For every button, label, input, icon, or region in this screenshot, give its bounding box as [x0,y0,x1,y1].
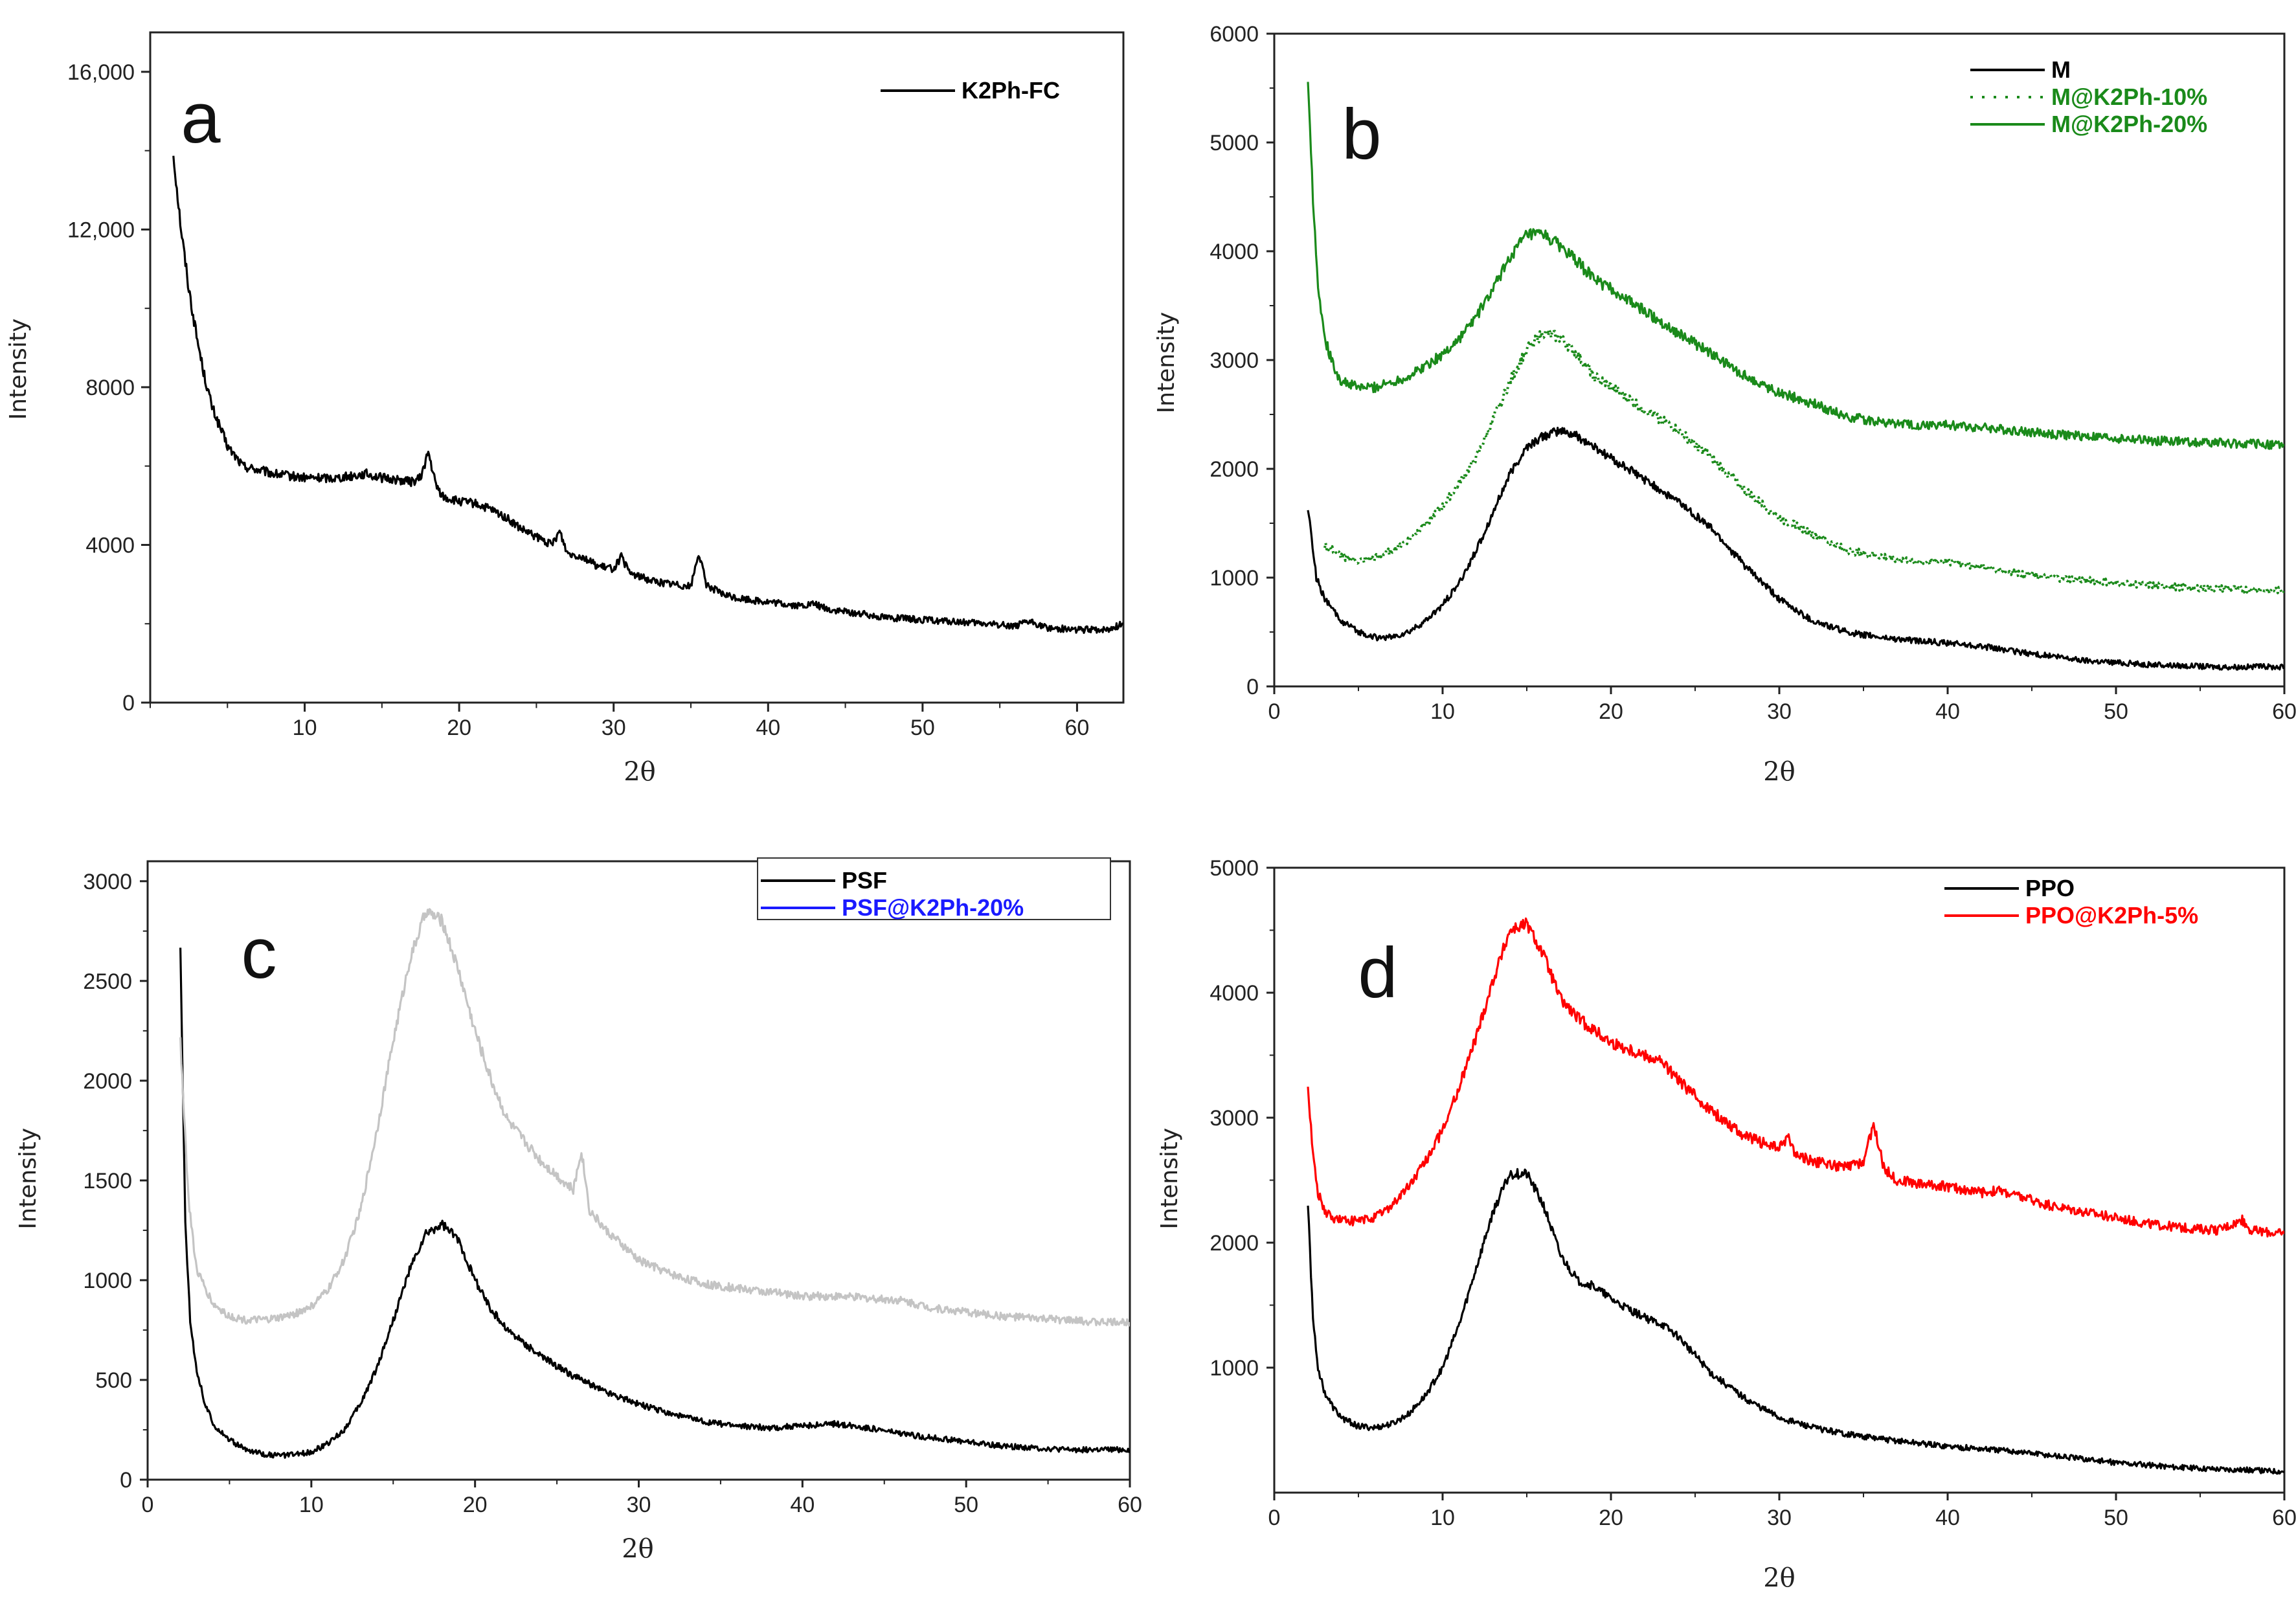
x-axis-label: 2θ [622,1534,654,1564]
x-tick-label: 50 [2104,699,2128,724]
y-tick-label: 0 [120,1468,132,1493]
legend-label: PSF@K2Ph-20% [842,894,1024,921]
x-tick-label: 60 [1065,716,1090,740]
series-line-psf-k2ph-20- [179,908,1130,1327]
x-tick-label: 10 [299,1493,324,1517]
series-line-psf [179,947,1130,1459]
chart-panel-d: 0 10 20 30 40 50 60 1000 2000 3000 4000 5000 2θ Inten… [1148,842,2296,1604]
series-line-ppo [1307,1168,2284,1475]
legend-label: M [2051,56,2071,83]
plot-frame-d [1273,866,2286,1494]
series-line-k2ph-fc [172,155,1123,635]
x-tick-label: 30 [1767,699,1792,724]
y-tick-label: 4000 [1210,240,1259,264]
y-tick-label: 2000 [83,1069,132,1094]
x-tick-label: 20 [447,716,471,740]
chart-a-svg: 10 20 30 40 50 60 0 4000 8000 12,000 16,000 2θ Inten… [5,31,1125,787]
series-line-m-k2ph-20- [1307,82,2284,450]
chart-d-svg: 0 10 20 30 40 50 60 1000 2000 3000 4000 5000 2θ Inten… [1156,856,2296,1593]
y-tick-label: 6000 [1210,22,1259,47]
x-tick-label: 50 [2104,1506,2128,1530]
x-tick-label: 20 [1599,699,1623,724]
legend-label: K2Ph-FC [962,77,1060,104]
legend-box [757,857,1111,920]
x-tick-label: 10 [1430,699,1455,724]
chart-b-svg: 0 10 20 30 40 50 60 0 1000 2000 3000 4000 5000 6000 2θ… [1153,22,2296,787]
y-axis-label: Intensity [15,1128,41,1230]
panel-label: c [242,914,277,993]
y-tick-label: 2500 [83,969,132,994]
y-tick-label: 2000 [1210,1231,1259,1256]
y-axis-label: Intensity [1156,1128,1183,1230]
x-tick-label: 40 [1935,699,1960,724]
y-tick-label: 8000 [85,376,135,400]
x-axis-label: 2θ [1763,1563,1795,1593]
panel-label: b [1342,95,1381,174]
x-tick-label: 40 [1935,1506,1960,1530]
x-tick-label: 10 [293,716,317,740]
y-tick-label: 1500 [83,1169,132,1193]
x-tick-label: 60 [2272,699,2296,724]
y-tick-label: 4000 [85,533,135,558]
y-tick-label: 1000 [83,1269,132,1293]
panel-label: a [181,78,221,158]
y-axis-label: Intensity [1153,312,1180,414]
y-tick-label: 1000 [1210,566,1259,591]
x-tick-label: 30 [1767,1506,1792,1530]
chart-panel-c: 0 10 20 30 40 50 60 0 500 1000 1500 2000 2500 3000 2θ I… [0,842,1148,1604]
y-tick-label: 4000 [1210,981,1259,1006]
x-axis-label: 2θ [1763,757,1795,787]
legend-label: PPO@K2Ph-5% [2025,902,2198,929]
x-tick-label: 50 [954,1493,978,1517]
y-tick-label: 500 [95,1368,132,1393]
y-tick-label: 0 [1246,675,1259,699]
y-tick-label: 0 [122,691,135,716]
plot-frame-a [149,31,1125,704]
panel-label: d [1358,933,1397,1013]
y-tick-label: 16,000 [67,60,135,85]
x-axis-label: 2θ [624,757,656,787]
legend-label: PSF [842,867,887,894]
x-tick-label: 60 [2272,1506,2296,1530]
y-tick-label: 1000 [1210,1356,1259,1381]
legend-label: PPO [2025,875,2075,901]
y-tick-label: 3000 [83,870,132,894]
x-tick-label: 20 [1599,1506,1623,1530]
chart-panel-b: 0 10 20 30 40 50 60 0 1000 2000 3000 4000 5000 6000 2θ… [1148,0,2296,809]
x-tick-label: 10 [1430,1506,1455,1530]
y-tick-label: 12,000 [67,218,135,242]
chart-panel-a: 10 20 30 40 50 60 0 4000 8000 12,000 16,000 2θ Inten… [0,19,1148,796]
x-tick-label: 30 [602,716,626,740]
y-axis-label: Intensity [5,319,32,420]
y-tick-label: 3000 [1210,348,1259,373]
x-tick-label: 40 [790,1493,815,1517]
x-tick-label: 30 [627,1493,651,1517]
y-tick-label: 2000 [1210,457,1259,482]
x-tick-label: 0 [1268,1506,1281,1530]
y-tick-label: 5000 [1210,131,1259,155]
chart-c-svg: 0 10 20 30 40 50 60 0 500 1000 1500 2000 2500 3000 2θ I… [15,857,1142,1564]
series-line-m-k2ph-10- [1323,328,2284,595]
y-tick-label: 3000 [1210,1106,1259,1131]
x-tick-label: 40 [756,716,780,740]
series-line-ppo-k2ph-5- [1307,917,2284,1238]
x-tick-label: 0 [142,1493,154,1517]
y-tick-label: 5000 [1210,856,1259,881]
legend-label: M@K2Ph-20% [2051,111,2207,137]
x-tick-label: 20 [463,1493,488,1517]
series-line-m [1307,426,2284,671]
x-tick-label: 60 [1118,1493,1142,1517]
legend-label: M@K2Ph-10% [2051,84,2207,110]
x-tick-label: 50 [910,716,935,740]
plot-frame-c [146,860,1131,1481]
x-tick-label: 0 [1268,699,1281,724]
